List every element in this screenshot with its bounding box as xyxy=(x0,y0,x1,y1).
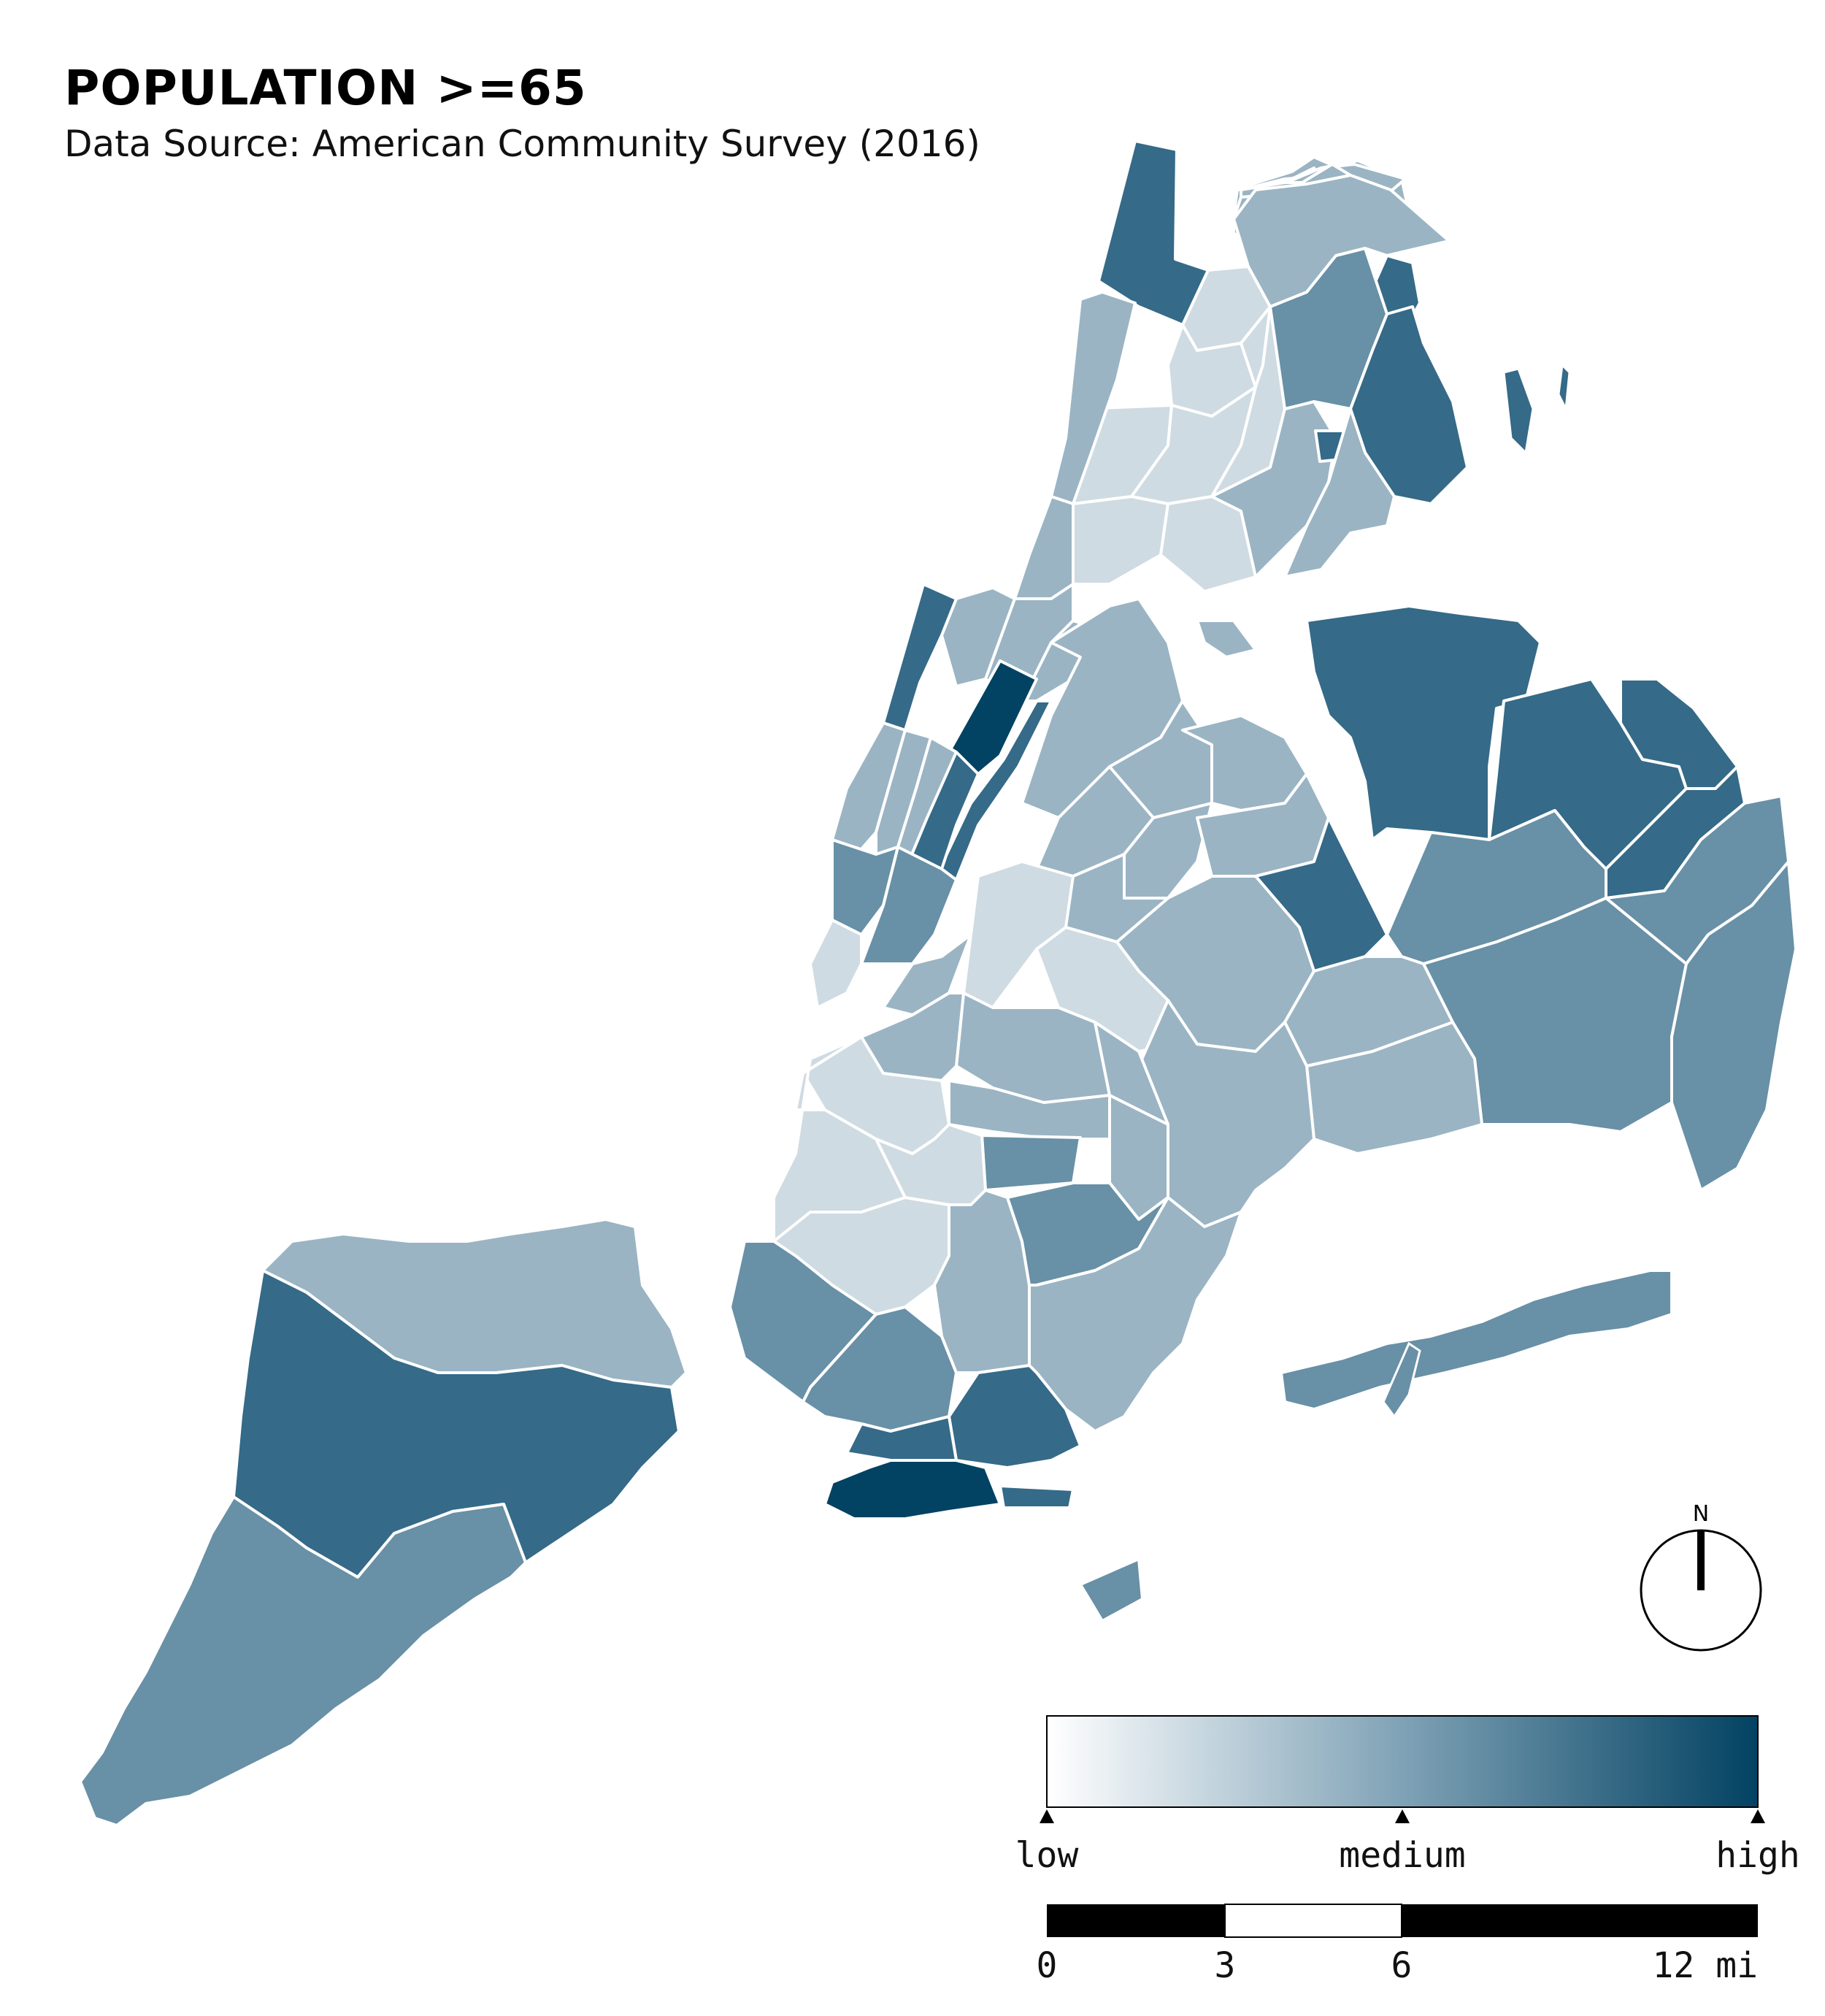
district-manhattan-financial xyxy=(809,919,863,1009)
district-manhattan-stuyvesant xyxy=(860,846,958,965)
legend-tick-low-icon xyxy=(1040,1809,1054,1823)
district-manhattan-inwood xyxy=(1050,291,1137,505)
district-manhattan-upper-west xyxy=(882,583,958,732)
scale-tick-12: 12 mi xyxy=(1653,1945,1759,1986)
legend-gradient-bar xyxy=(1046,1715,1759,1808)
district-brooklyn-flatbush xyxy=(980,1134,1082,1192)
scale-tick-3: 3 xyxy=(1215,1945,1236,1986)
legend-high-label: high xyxy=(1716,1835,1800,1876)
legend-medium-label: medium xyxy=(1339,1835,1465,1876)
district-manhattan-central-park xyxy=(948,659,1038,775)
map-title: POPULATION >=65 xyxy=(64,60,587,116)
district-bronx-north-main xyxy=(1232,174,1451,308)
district-queens-city-island xyxy=(1502,367,1534,456)
islands xyxy=(1382,362,1571,1419)
scale-bar: 0 3 6 12 mi xyxy=(1037,1904,1758,1986)
district-queens-broad-channel xyxy=(1382,1341,1421,1419)
district-queens-hart-island xyxy=(1557,362,1571,413)
scale-segment-3-6 xyxy=(1224,1904,1402,1938)
district-queens-rosedale xyxy=(1670,860,1797,1192)
district-brooklyn-sheepshead xyxy=(948,1364,1082,1469)
district-queens-rikers xyxy=(1196,619,1257,659)
legend-tick-high-icon xyxy=(1751,1809,1765,1823)
north-arrow: N xyxy=(1640,1501,1762,1652)
map-subtitle: Data Source: American Community Survey (… xyxy=(64,123,980,165)
district-queens-breezy-point xyxy=(1079,1557,1144,1622)
district-queens-rockaway-west xyxy=(1280,1269,1673,1411)
legend-low-label: low xyxy=(1015,1835,1079,1876)
scale-segment-0-3 xyxy=(1047,1904,1225,1937)
legend-tick-medium-icon xyxy=(1395,1809,1410,1823)
scale-segment-6-12 xyxy=(1402,1904,1758,1937)
district-brooklyn-manhattan-beach xyxy=(999,1484,1075,1509)
district-queens-flushing xyxy=(1305,605,1542,841)
district-brooklyn-borough-park xyxy=(875,1123,987,1206)
district-bronx-mott-haven xyxy=(1072,495,1169,586)
north-arrow-label: N xyxy=(1693,1501,1709,1527)
district-queens-howard-beach xyxy=(1305,1021,1483,1155)
district-manhattan-washington-hts xyxy=(1013,495,1075,600)
district-brooklyn-coney-island xyxy=(823,1459,1002,1520)
scale-tick-6: 6 xyxy=(1391,1945,1413,1986)
district-bronx-east xyxy=(1283,407,1396,578)
district-si-south-shore xyxy=(79,1495,527,1827)
legend: low medium high xyxy=(1015,1715,1800,1876)
scale-tick-0: 0 xyxy=(1037,1945,1058,1986)
districts xyxy=(79,139,1797,1827)
